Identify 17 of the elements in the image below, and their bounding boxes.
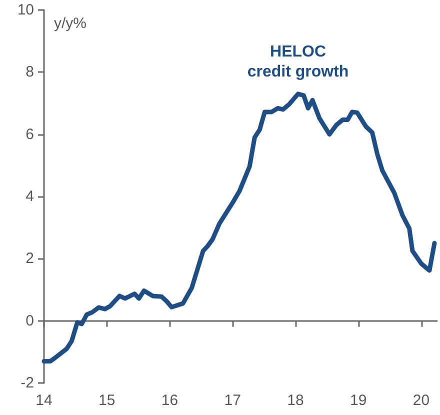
y-tick-label: 10 [17,2,34,18]
y-tick-label: -2 [20,374,34,392]
y-tick-label: 0 [26,312,34,330]
y-tick-label: 2 [26,250,34,268]
x-tick-label: 20 [412,392,430,409]
x-tick-label: 14 [36,392,52,409]
x-tick-label: 15 [98,392,116,409]
line-series [42,92,437,364]
y-tick-label: 4 [26,188,34,205]
y-tick-label: 8 [26,64,34,81]
x-tick-label: 19 [350,392,367,409]
x-tick-label: 18 [287,392,304,409]
x-tick-label: 17 [224,392,241,409]
series-label: HELOC credit growth [247,43,349,80]
x-tick-label: 16 [161,392,178,409]
y-axis-title: y/y% [54,15,87,32]
y-tick-label: 6 [26,126,34,143]
